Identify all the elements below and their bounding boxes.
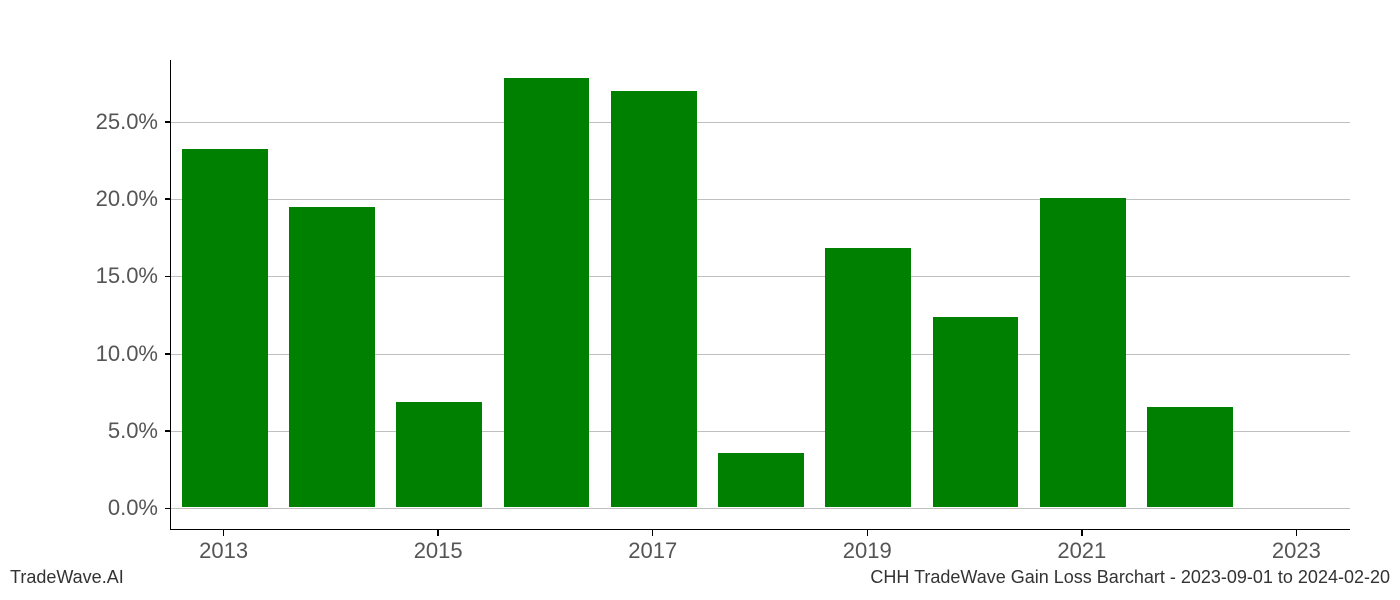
y-tick-mark <box>165 430 171 432</box>
x-tick-label: 2013 <box>199 538 248 564</box>
x-tick-label: 2015 <box>414 538 463 564</box>
y-tick-mark <box>165 121 171 123</box>
y-tick-label: 15.0% <box>96 263 158 289</box>
x-tick-label: 2021 <box>1057 538 1106 564</box>
chart-container: 0.0%5.0%10.0%15.0%20.0%25.0% 20132015201… <box>170 60 1350 530</box>
bar <box>182 149 268 508</box>
bar <box>825 248 911 508</box>
bar <box>611 91 697 507</box>
x-tick-label: 2019 <box>843 538 892 564</box>
gridline <box>171 122 1350 123</box>
plot-area <box>170 60 1350 530</box>
y-tick-mark <box>165 353 171 355</box>
bar <box>1147 407 1233 507</box>
x-tick-mark <box>1296 530 1298 536</box>
x-tick-mark <box>1081 530 1083 536</box>
gridline <box>171 199 1350 200</box>
y-tick-label: 5.0% <box>108 418 158 444</box>
footer-right-text: CHH TradeWave Gain Loss Barchart - 2023-… <box>870 567 1390 588</box>
bar <box>933 317 1019 507</box>
y-tick-label: 0.0% <box>108 495 158 521</box>
bar <box>718 453 804 507</box>
bar <box>504 78 590 508</box>
y-tick-mark <box>165 508 171 510</box>
x-tick-mark <box>437 530 439 536</box>
y-tick-label: 20.0% <box>96 186 158 212</box>
x-tick-mark <box>867 530 869 536</box>
x-tick-label: 2017 <box>628 538 677 564</box>
y-tick-label: 25.0% <box>96 109 158 135</box>
y-tick-mark <box>165 198 171 200</box>
x-tick-mark <box>652 530 654 536</box>
x-tick-label: 2023 <box>1272 538 1321 564</box>
bar <box>396 402 482 507</box>
y-tick-mark <box>165 276 171 278</box>
y-tick-label: 10.0% <box>96 341 158 367</box>
bar <box>1040 198 1126 507</box>
gridline <box>171 508 1350 509</box>
x-tick-mark <box>223 530 225 536</box>
footer-left-text: TradeWave.AI <box>10 567 124 588</box>
bar <box>289 207 375 507</box>
